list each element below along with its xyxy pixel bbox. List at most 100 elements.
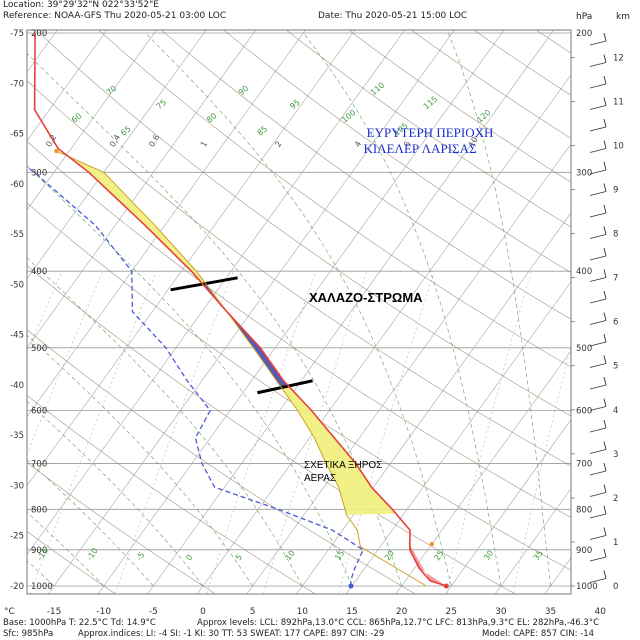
isotherm-line — [27, 30, 257, 349]
isotherm-line — [47, 30, 455, 594]
wind-barb-icon — [589, 384, 607, 390]
wind-barb-icon — [589, 169, 607, 175]
pressure-label-right: 700 — [576, 459, 592, 469]
mixing-ratio-label: 1 — [199, 140, 209, 149]
moist-adiabat-line — [27, 400, 204, 587]
hpa-unit-label: hPa — [576, 12, 593, 22]
mixing-ratio-line — [206, 271, 317, 594]
y-temp-label: -25 — [10, 532, 24, 542]
moist-adiabat-label: 5 — [234, 553, 244, 562]
mixing-ratio-label: 0.6 — [147, 133, 161, 149]
dry-adiabat-line — [348, 30, 571, 183]
mixing-ratio-line — [512, 345, 571, 594]
y-temp-label: -60 — [10, 180, 24, 190]
km-label: 5 — [613, 362, 618, 372]
isotherm-line — [27, 30, 207, 280]
dry-adiabat-label: 100 — [340, 108, 357, 125]
wind-barb-icon — [603, 54, 607, 63]
wind-barb-icon — [589, 277, 607, 282]
moist-adiabat-label: 30 — [482, 549, 495, 563]
pressure-label-left: 1000 — [31, 582, 53, 592]
dry-adiabat-label: 60 — [70, 111, 84, 124]
y-temp-label: -45 — [10, 331, 24, 341]
footer-sfc: Sfc: 985hPa — [3, 629, 54, 639]
dry-adiabat-line — [27, 462, 216, 594]
parcel-line — [56, 150, 427, 587]
isotherm-line — [27, 30, 356, 487]
hail-layer-area — [202, 283, 290, 387]
wind-barb-icon — [603, 570, 607, 579]
y-temp-label: -55 — [10, 230, 24, 240]
wind-barb-icon — [603, 32, 607, 42]
dry-adiabat-label: 85 — [256, 124, 270, 137]
surface-temperature-marker — [443, 583, 449, 589]
wind-barb-icon — [589, 298, 607, 304]
dry-adiabat-line — [27, 265, 516, 594]
moist-adiabat-label: 0 — [184, 553, 194, 562]
wind-barb-icon — [589, 40, 607, 46]
x-tick-label: 25 — [446, 607, 457, 617]
dry-air-label-line1: ΣΧΕΤΙΚΑ ΞΗΡΟΣ — [304, 460, 382, 471]
reference-label: Reference: NOAA-GFS Thu 2020-05-21 03:00… — [3, 11, 227, 21]
dry-adiabat-line — [285, 30, 571, 228]
isotherm-line — [494, 488, 571, 594]
wind-barb-icon — [589, 83, 607, 89]
wind-barb-icon — [589, 578, 607, 583]
isotherm-line — [395, 350, 571, 594]
dry-adiabat-label: 75 — [155, 98, 169, 111]
mixing-ratio-label: 6 — [402, 140, 412, 149]
x-axis-unit: °C — [4, 607, 15, 617]
x-tick-label: 10 — [297, 607, 309, 617]
plot-area — [27, 30, 571, 594]
temperature-line — [33, 32, 447, 587]
wind-barb-icon — [603, 97, 607, 106]
wind-barb-icon — [603, 527, 607, 536]
x-tick-label: -15 — [47, 607, 62, 617]
dry-adiabat-line — [27, 202, 571, 571]
wind-barb-icon — [603, 441, 607, 450]
dry-adiabat-line — [160, 30, 571, 320]
x-tick-label: 20 — [396, 607, 408, 617]
dry-adiabat-line — [27, 531, 116, 594]
footer-levels: Approx levels: LCL: 892hPa,13.0°C CCL: 8… — [197, 618, 600, 628]
wind-barb-icon — [589, 492, 607, 497]
mixing-ratio-line — [114, 271, 234, 594]
km-label: 3 — [613, 450, 618, 460]
moist-adiabat-line — [27, 334, 253, 587]
isotherm-line — [345, 281, 571, 594]
wind-barb-icon — [603, 505, 607, 515]
km-label: 2 — [613, 494, 618, 504]
km-label: 7 — [613, 274, 618, 284]
wind-barb-icon — [603, 269, 607, 278]
pressure-label-right: 600 — [576, 406, 592, 416]
y-temp-label: -35 — [10, 431, 24, 441]
moist-adiabat-line — [145, 32, 452, 587]
location-label: Location: 39°29'32"N 022°33'52"E — [3, 0, 159, 10]
km-label: 1 — [613, 538, 618, 548]
isotherm-line — [27, 30, 406, 556]
wind-barb-icon — [589, 449, 607, 454]
wind-barb-icon — [603, 247, 607, 257]
region-label-line1: ΕΥΡΥΤΕΡΗ ΠΕΡΙΟΧΗ — [367, 125, 494, 140]
km-label: 8 — [613, 230, 618, 240]
mixing-ratio-line — [263, 271, 368, 594]
wind-barb-icon — [589, 513, 607, 519]
wind-barb-icon — [589, 320, 607, 325]
pressure-label-left: 400 — [31, 267, 47, 277]
isotherm-line — [147, 30, 555, 594]
pressure-label-right: 1000 — [576, 582, 598, 592]
pressure-label-left: 900 — [31, 546, 47, 556]
dry-adiabat-label: 120 — [475, 108, 492, 125]
lcl-marker — [429, 541, 435, 547]
pressure-label-left: 800 — [31, 505, 47, 515]
wind-barb-icon — [589, 406, 607, 411]
y-temp-label: -70 — [10, 79, 24, 89]
moist-adiabat-label: 20 — [383, 549, 396, 563]
dry-adiabat-label: 65 — [119, 124, 133, 137]
y-temp-label: -50 — [10, 280, 24, 290]
wind-barb-icon — [603, 548, 607, 558]
wind-barb-icon — [603, 75, 607, 85]
isotherm-line — [246, 143, 571, 594]
dry-adiabat-line — [27, 329, 416, 594]
dry-adiabat-line — [35, 30, 571, 417]
